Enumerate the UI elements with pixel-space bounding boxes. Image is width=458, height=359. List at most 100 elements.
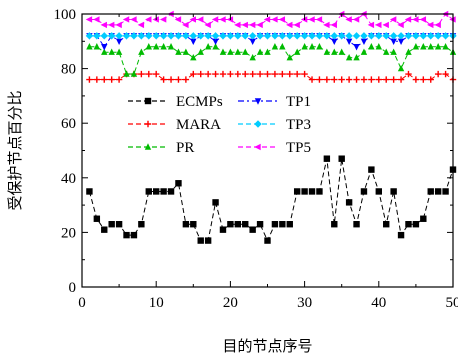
data-point-pr bbox=[293, 48, 301, 55]
legend-item-ecmps: ECMPs bbox=[128, 94, 223, 110]
data-point-pr bbox=[308, 43, 316, 50]
data-point-pr bbox=[442, 43, 449, 50]
data-point-tp5 bbox=[308, 16, 315, 23]
data-point-ecmps bbox=[256, 221, 264, 228]
data-point-ecmps bbox=[264, 237, 271, 244]
data-point-tp3 bbox=[167, 32, 175, 40]
data-point-mara bbox=[323, 76, 331, 83]
legend-label: PR bbox=[176, 140, 194, 156]
data-point-ecmps bbox=[108, 221, 115, 228]
data-point-ecmps bbox=[197, 237, 204, 244]
data-point-ecmps bbox=[271, 221, 279, 228]
series-tp5 bbox=[85, 10, 456, 29]
data-point-tp3 bbox=[338, 32, 346, 40]
x-tick-label: 50 bbox=[446, 295, 458, 311]
data-point-ecmps bbox=[323, 155, 331, 162]
data-point-ecmps bbox=[368, 166, 375, 173]
series-line-ecmps bbox=[88, 158, 454, 242]
data-point-ecmps bbox=[182, 221, 190, 228]
data-point-ecmps bbox=[331, 221, 338, 228]
data-point-tp5 bbox=[323, 21, 330, 29]
data-point-pr bbox=[316, 43, 323, 50]
data-point-mara bbox=[383, 76, 390, 83]
data-point-ecmps bbox=[138, 221, 145, 228]
data-point-tp5 bbox=[219, 16, 226, 23]
data-point-mara bbox=[420, 76, 427, 83]
data-point-pr bbox=[182, 48, 190, 55]
data-point-pr bbox=[353, 53, 360, 61]
data-point-tp3 bbox=[145, 32, 153, 40]
data-point-mara bbox=[153, 70, 160, 78]
data-point-ecmps bbox=[123, 231, 130, 239]
y-tick-label: 0 bbox=[69, 280, 77, 296]
legend-swatch-marker bbox=[254, 120, 262, 128]
data-point-tp5 bbox=[382, 21, 389, 29]
data-point-pr bbox=[86, 43, 93, 50]
data-point-tp3 bbox=[315, 32, 324, 40]
data-point-mara bbox=[227, 70, 234, 78]
data-point-tp5 bbox=[197, 16, 204, 23]
data-point-tp5 bbox=[234, 21, 241, 29]
data-point-pr bbox=[167, 43, 175, 50]
data-point-pr bbox=[93, 43, 101, 50]
data-point-tp3 bbox=[375, 32, 383, 40]
data-point-mara bbox=[345, 76, 353, 83]
data-point-tp3 bbox=[182, 32, 190, 40]
data-point-mara bbox=[397, 76, 405, 83]
x-tick-label: 40 bbox=[371, 295, 386, 311]
data-point-mara bbox=[338, 76, 345, 83]
data-point-pr bbox=[405, 48, 412, 55]
legend-swatch-marker bbox=[254, 143, 261, 151]
legend-label: MARA bbox=[176, 117, 221, 133]
data-point-mara bbox=[286, 70, 293, 78]
data-point-tp3 bbox=[248, 32, 257, 40]
legend-swatch-marker bbox=[144, 120, 152, 128]
data-point-ecmps bbox=[345, 199, 353, 206]
data-point-tp3 bbox=[352, 32, 361, 40]
x-tick-label: 30 bbox=[297, 295, 312, 311]
legend-swatch-marker bbox=[144, 97, 152, 105]
data-point-pr bbox=[434, 43, 442, 50]
data-point-ecmps bbox=[338, 155, 345, 162]
data-point-tp3 bbox=[367, 32, 376, 40]
data-point-ecmps bbox=[160, 188, 167, 195]
data-point-mara bbox=[167, 76, 175, 83]
data-point-mara bbox=[442, 70, 449, 78]
data-point-tp5 bbox=[174, 16, 182, 23]
data-point-tp3 bbox=[397, 32, 405, 40]
data-point-tp3 bbox=[152, 32, 160, 40]
data-point-tp5 bbox=[130, 16, 137, 23]
data-point-tp1 bbox=[360, 38, 368, 45]
data-point-pr bbox=[160, 43, 167, 50]
data-point-pr bbox=[271, 43, 279, 50]
data-point-tp5 bbox=[115, 21, 122, 29]
data-point-ecmps bbox=[383, 221, 390, 228]
data-point-mara bbox=[212, 70, 219, 78]
data-point-tp5 bbox=[159, 16, 167, 23]
data-point-tp1 bbox=[115, 38, 123, 45]
data-point-tp3 bbox=[204, 32, 212, 40]
x-tick-label: 10 bbox=[149, 295, 164, 311]
data-point-tp1 bbox=[190, 38, 197, 45]
legend-swatch-marker bbox=[144, 143, 152, 150]
data-point-tp5 bbox=[145, 16, 152, 23]
data-point-tp5 bbox=[389, 16, 397, 23]
y-tick-label: 80 bbox=[61, 62, 76, 78]
data-point-ecmps bbox=[316, 188, 323, 195]
data-point-tp5 bbox=[93, 16, 100, 23]
data-point-mara bbox=[242, 70, 249, 78]
data-point-mara bbox=[101, 76, 108, 83]
data-point-tp5 bbox=[286, 21, 293, 29]
data-point-pr bbox=[323, 48, 331, 55]
data-point-ecmps bbox=[420, 215, 427, 222]
data-point-mara bbox=[145, 70, 152, 78]
data-point-ecmps bbox=[427, 188, 434, 195]
data-point-tp3 bbox=[130, 32, 138, 40]
data-point-tp5 bbox=[182, 21, 189, 29]
data-point-pr bbox=[108, 48, 115, 55]
data-point-pr bbox=[286, 53, 293, 61]
data-point-mara bbox=[175, 76, 182, 83]
data-point-pr bbox=[360, 48, 368, 55]
data-point-tp3 bbox=[382, 32, 390, 40]
x-tick-label: 0 bbox=[78, 295, 86, 311]
